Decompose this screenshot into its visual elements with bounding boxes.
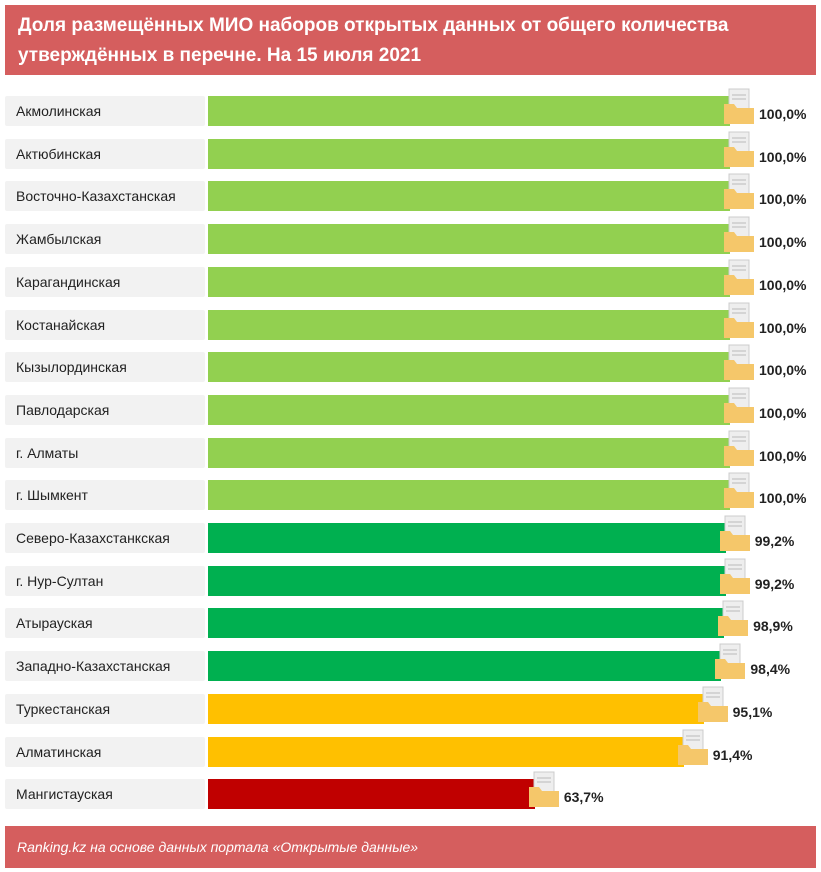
bar: [208, 181, 730, 212]
bar-row: Западно-Казахстанская 98,4%: [5, 643, 821, 682]
bar-row: Павлодарская 100,0%: [5, 387, 821, 425]
bar-row: Акмолинская 100,0%: [5, 88, 821, 126]
bar-row: Кызылординская 100,0%: [5, 344, 821, 383]
category-label: Павлодарская: [5, 394, 205, 425]
folder-icon: [724, 131, 754, 167]
bar-row: г. Алматы 100,0%: [5, 430, 821, 468]
bar: [208, 523, 726, 553]
value-label: 100,0%: [759, 404, 807, 421]
bar: [208, 437, 730, 468]
category-label: Туркестанская: [5, 693, 205, 724]
category-label: Западно-Казахстанская: [5, 651, 205, 682]
folder-icon: [528, 771, 559, 808]
category-label: Актюбинская: [5, 138, 205, 169]
folder-icon: [718, 600, 749, 637]
value-label: 100,0%: [759, 319, 807, 336]
bar-row: Алматинская 91,4%: [5, 729, 821, 767]
source-footer: Ranking.kz на основе данных портала «Отк…: [5, 826, 816, 868]
bar: [208, 779, 535, 810]
category-label: Восточно-Казахстанская: [5, 181, 205, 212]
bar-row: г. Шымкент 100,0%: [5, 472, 821, 511]
bar-row: Жамбылская 100,0%: [5, 216, 821, 255]
value-label: 100,0%: [759, 276, 807, 293]
bar-row: Актюбинская 100,0%: [5, 131, 821, 169]
category-label: г. Нур-Султан: [5, 565, 205, 596]
value-label: 100,0%: [759, 106, 807, 122]
bar: [208, 394, 730, 425]
folder-icon: [724, 259, 754, 295]
bar: [208, 693, 704, 724]
bar-row: Костанайская 100,0%: [5, 302, 821, 340]
value-label: 100,0%: [759, 234, 807, 251]
bar: [208, 266, 730, 297]
bar: [208, 96, 730, 126]
category-label: г. Шымкент: [5, 480, 205, 511]
bar: [208, 736, 684, 767]
value-label: 100,0%: [759, 148, 807, 165]
category-label: Алматинская: [5, 736, 205, 767]
value-label: 99,2%: [754, 533, 795, 549]
bar-row: Северо-Казахстанкская 99,2%: [5, 515, 821, 553]
value-label: 100,0%: [759, 191, 807, 208]
category-label: Акмолинская: [5, 96, 205, 126]
category-label: г. Алматы: [5, 437, 205, 468]
bar: [208, 608, 725, 639]
bar-row: Карагандинская 100,0%: [5, 259, 821, 297]
value-label: 98,9%: [753, 618, 793, 635]
bar: [208, 224, 730, 255]
bar: [208, 651, 722, 682]
folder-icon: [724, 344, 754, 381]
folder-icon: [724, 216, 754, 253]
bar-row: г. Нур-Султан 99,2%: [5, 558, 821, 596]
value-label: 95,1%: [732, 703, 773, 720]
category-label: Кызылординская: [5, 352, 205, 383]
category-label: Атырауская: [5, 608, 205, 639]
bar: [208, 565, 726, 596]
folder-icon: [724, 472, 754, 509]
bar: [208, 138, 730, 169]
folder-icon: [724, 88, 754, 124]
category-label: Костанайская: [5, 309, 205, 340]
category-label: Мангистауская: [5, 779, 205, 810]
category-label: Северо-Казахстанкская: [5, 523, 205, 553]
folder-icon: [724, 173, 754, 210]
value-label: 100,0%: [759, 362, 807, 379]
folder-icon: [724, 430, 754, 466]
folder-icon: [677, 729, 708, 765]
bar: [208, 480, 730, 511]
bar: [208, 352, 730, 383]
folder-icon: [724, 302, 754, 338]
category-label: Карагандинская: [5, 266, 205, 297]
chart-title: Доля размещённых МИО наборов открытых да…: [5, 5, 816, 75]
folder-icon: [719, 558, 750, 594]
value-label: 100,0%: [759, 447, 807, 464]
folder-icon: [697, 686, 728, 722]
bar-row: Атырауская 98,9%: [5, 600, 821, 639]
value-label: 100,0%: [759, 490, 807, 507]
value-label: 91,4%: [712, 746, 753, 763]
bar-row: Туркестанская 95,1%: [5, 686, 821, 724]
folder-icon: [724, 387, 754, 423]
folder-icon: [715, 643, 746, 680]
bar-row: Восточно-Казахстанская 100,0%: [5, 173, 821, 212]
bar: [208, 309, 730, 340]
category-label: Жамбылская: [5, 224, 205, 255]
value-label: 99,2%: [754, 575, 795, 592]
value-label: 98,4%: [750, 661, 791, 678]
value-label: 63,7%: [563, 789, 604, 806]
bar-row: Мангистауская 63,7%: [5, 771, 821, 810]
folder-icon: [719, 515, 750, 551]
